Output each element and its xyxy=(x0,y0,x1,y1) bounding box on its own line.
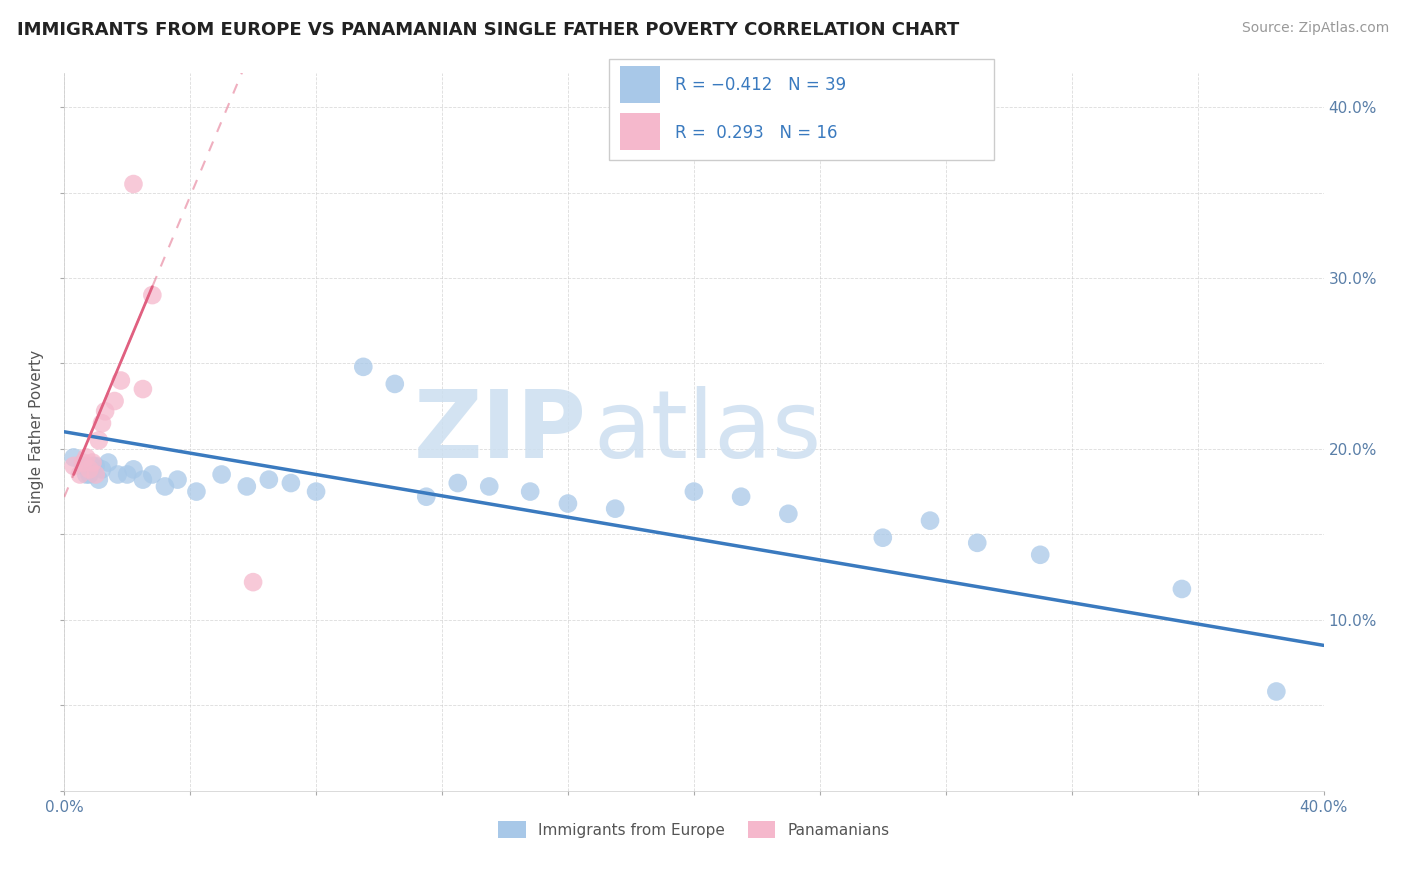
FancyBboxPatch shape xyxy=(609,59,994,160)
Point xyxy=(1265,684,1288,698)
Point xyxy=(280,476,302,491)
Point xyxy=(305,484,328,499)
Text: R = −0.412   N = 39: R = −0.412 N = 39 xyxy=(675,76,846,94)
Point xyxy=(84,458,107,473)
Point xyxy=(352,359,374,374)
Point xyxy=(91,462,114,476)
Point xyxy=(79,467,101,482)
Point xyxy=(110,374,132,388)
Point xyxy=(236,479,259,493)
Text: atlas: atlas xyxy=(593,385,821,478)
Point xyxy=(82,456,104,470)
Point xyxy=(186,484,208,499)
Point xyxy=(107,467,129,482)
Point xyxy=(141,288,163,302)
Point xyxy=(242,575,264,590)
Point xyxy=(918,514,941,528)
Point xyxy=(1171,582,1194,596)
Point xyxy=(75,450,97,465)
Point xyxy=(447,476,470,491)
Text: Source: ZipAtlas.com: Source: ZipAtlas.com xyxy=(1241,21,1389,35)
Point xyxy=(82,458,104,473)
Point xyxy=(683,484,706,499)
Point xyxy=(872,531,894,545)
Point xyxy=(384,376,406,391)
Point xyxy=(87,434,110,448)
Point xyxy=(211,467,233,482)
Point xyxy=(62,450,84,465)
Point xyxy=(141,467,163,482)
Point xyxy=(72,458,94,473)
Point xyxy=(115,467,138,482)
Point xyxy=(132,473,155,487)
Point xyxy=(91,416,114,430)
Point xyxy=(778,507,800,521)
Point xyxy=(132,382,155,396)
Legend: Immigrants from Europe, Panamanians: Immigrants from Europe, Panamanians xyxy=(492,815,896,844)
Point xyxy=(519,484,541,499)
Point xyxy=(605,501,627,516)
Bar xyxy=(620,113,659,150)
Point xyxy=(730,490,752,504)
Point xyxy=(557,497,579,511)
Text: R =  0.293   N = 16: R = 0.293 N = 16 xyxy=(675,124,838,142)
Point xyxy=(72,456,94,470)
Point xyxy=(122,177,145,191)
Point xyxy=(79,462,101,476)
Text: IMMIGRANTS FROM EUROPE VS PANAMANIAN SINGLE FATHER POVERTY CORRELATION CHART: IMMIGRANTS FROM EUROPE VS PANAMANIAN SIN… xyxy=(17,21,959,38)
Y-axis label: Single Father Poverty: Single Father Poverty xyxy=(30,351,44,513)
Point xyxy=(87,473,110,487)
Point xyxy=(478,479,501,493)
Point xyxy=(153,479,176,493)
Point xyxy=(62,458,84,473)
Point xyxy=(966,536,988,550)
Point xyxy=(1029,548,1052,562)
Bar xyxy=(620,66,659,103)
Text: ZIP: ZIP xyxy=(413,385,586,478)
Point xyxy=(97,456,120,470)
Point xyxy=(166,473,188,487)
Point xyxy=(75,467,97,482)
Point xyxy=(122,462,145,476)
Point xyxy=(415,490,437,504)
Point xyxy=(69,467,91,482)
Point xyxy=(94,404,117,418)
Point xyxy=(84,467,107,482)
Point xyxy=(257,473,280,487)
Point xyxy=(103,394,125,409)
